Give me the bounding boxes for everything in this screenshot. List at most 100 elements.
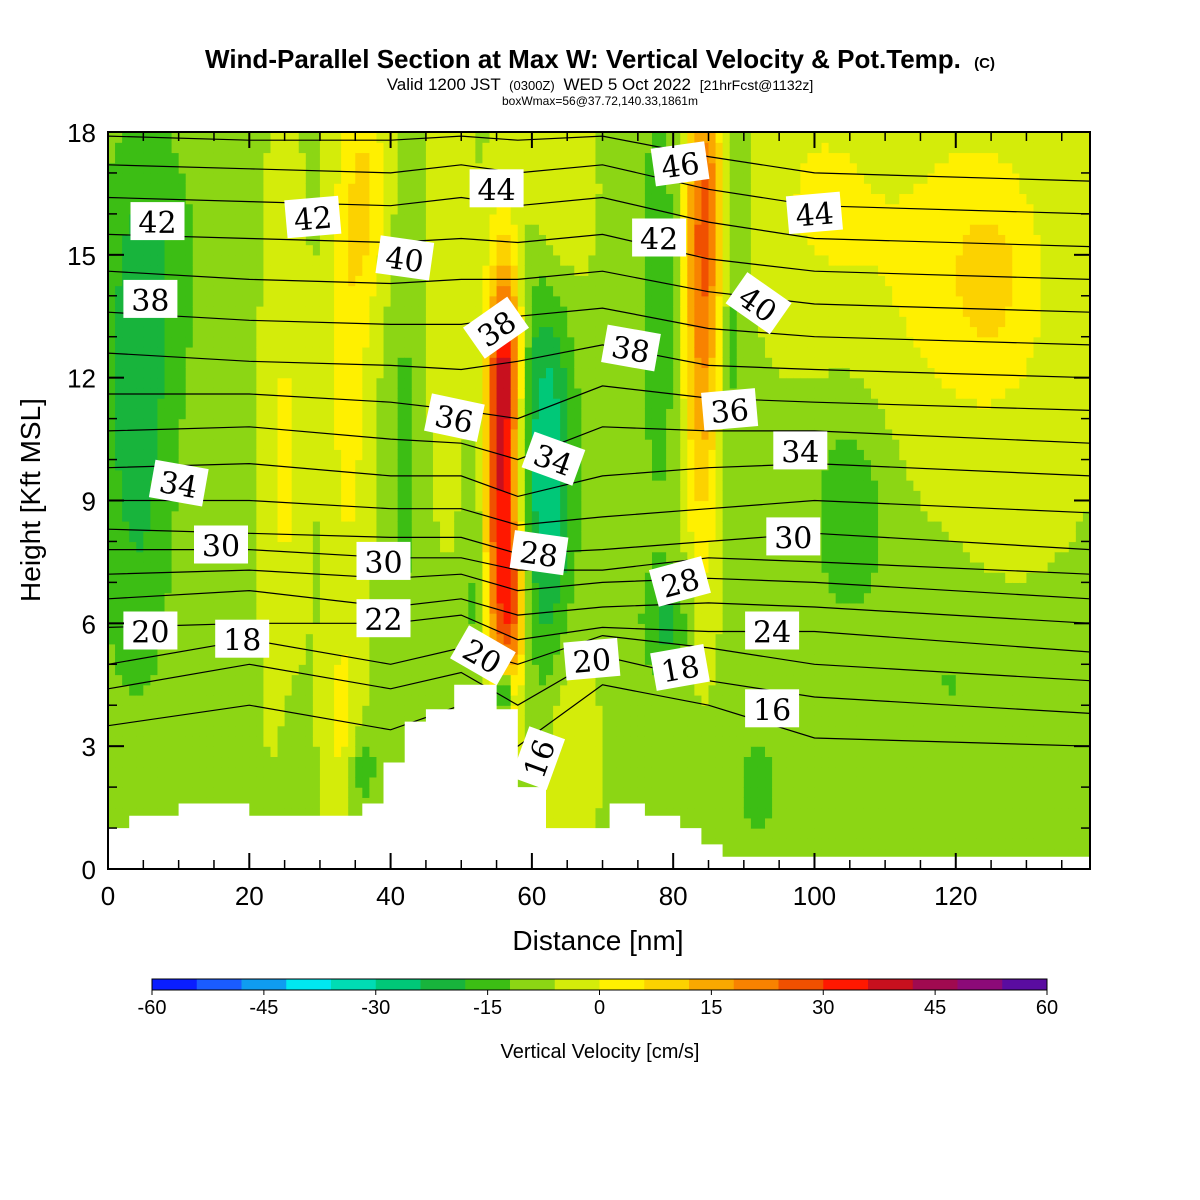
velocity-cell: [115, 152, 123, 164]
velocity-cell: [517, 602, 526, 614]
velocity-cell: [122, 817, 130, 829]
velocity-cell: [327, 531, 335, 543]
velocity-cell: [284, 439, 293, 450]
velocity-cell: [312, 408, 321, 420]
velocity-cell: [334, 275, 342, 287]
velocity-cell: [404, 377, 413, 389]
velocity-cell: [319, 510, 328, 522]
velocity-cell: [228, 398, 236, 409]
velocity-cell: [517, 244, 526, 256]
velocity-cell: [221, 336, 229, 348]
velocity-cell: [249, 469, 257, 481]
velocity-cell: [199, 183, 208, 195]
velocity-cell: [348, 766, 356, 778]
velocity-cell: [588, 787, 597, 798]
velocity-cell: [560, 234, 568, 246]
velocity-cell: [228, 705, 236, 717]
velocity-cell: [595, 633, 604, 645]
velocity-cell: [242, 602, 250, 614]
velocity-cell: [242, 357, 250, 369]
velocity-cell: [122, 797, 130, 809]
velocity-cell: [284, 377, 293, 389]
velocity-cell: [418, 295, 427, 307]
velocity-cell: [517, 203, 526, 215]
velocity-cell: [581, 346, 589, 358]
velocity-cell: [263, 613, 272, 624]
velocity-cell: [418, 602, 427, 614]
velocity-cell: [305, 295, 314, 307]
velocity-cell: [192, 265, 201, 276]
velocity-cell: [334, 152, 342, 164]
velocity-cell: [341, 490, 349, 502]
velocity-cell: [178, 316, 187, 328]
velocity-cell: [432, 367, 441, 379]
velocity-cell: [171, 694, 180, 706]
velocity-cell: [447, 480, 455, 491]
velocity-cell: [136, 336, 144, 348]
velocity-cell: [221, 715, 229, 727]
velocity-cell: [206, 715, 215, 727]
velocity-cell: [560, 684, 568, 696]
velocity-cell: [348, 408, 356, 420]
velocity-cell: [397, 326, 406, 338]
velocity-cell: [510, 377, 519, 389]
velocity-cell: [461, 142, 469, 154]
velocity-cell: [503, 449, 512, 461]
velocity-cell: [468, 265, 476, 276]
velocity-cell: [256, 142, 265, 154]
velocity-cell: [425, 398, 434, 409]
velocity-cell: [503, 541, 512, 553]
velocity-cell: [588, 797, 597, 809]
velocity-cell: [538, 674, 547, 686]
velocity-cell: [546, 715, 554, 727]
velocity-cell: [341, 582, 349, 594]
velocity-cell: [256, 572, 265, 583]
velocity-cell: [312, 398, 321, 409]
velocity-cell: [213, 510, 222, 522]
velocity-cell: [348, 613, 356, 624]
velocity-cell: [334, 541, 342, 553]
velocity-cell: [383, 213, 392, 225]
velocity-cell: [291, 490, 300, 502]
velocity-cell: [475, 520, 484, 532]
velocity-cell: [447, 387, 455, 399]
velocity-cell: [242, 213, 250, 225]
velocity-cell: [341, 602, 349, 614]
velocity-cell: [432, 459, 441, 471]
velocity-cell: [588, 531, 597, 543]
velocity-cell: [390, 439, 399, 450]
velocity-cell: [108, 244, 116, 256]
velocity-cell: [496, 592, 505, 604]
velocity-cell: [475, 265, 484, 276]
velocity-cell: [468, 449, 476, 461]
velocity-cell: [171, 193, 180, 205]
velocity-cell: [235, 367, 243, 379]
velocity-cell: [228, 408, 236, 420]
velocity-cell: [418, 162, 427, 174]
velocity-cell: [108, 490, 116, 502]
velocity-cell: [567, 234, 575, 246]
velocity-cell: [383, 746, 392, 758]
velocity-cell: [334, 510, 342, 522]
velocity-cell: [157, 582, 166, 594]
velocity-cell: [298, 787, 307, 798]
velocity-cell: [334, 654, 342, 665]
velocity-cell: [468, 602, 476, 614]
velocity-cell: [383, 285, 392, 297]
velocity-cell: [270, 776, 279, 788]
velocity-cell: [228, 674, 236, 686]
velocity-cell: [341, 449, 349, 461]
velocity-cell: [129, 367, 137, 379]
velocity-cell: [447, 183, 455, 195]
velocity-cell: [348, 541, 356, 553]
velocity-cell: [447, 602, 455, 614]
velocity-cell: [171, 183, 180, 195]
velocity-cell: [108, 746, 116, 758]
velocity-cell: [277, 295, 286, 307]
velocity-cell: [560, 674, 568, 686]
velocity-cell: [425, 336, 434, 348]
velocity-cell: [390, 357, 399, 369]
velocity-cell: [185, 306, 194, 317]
velocity-cell: [369, 664, 378, 676]
velocity-cell: [298, 346, 307, 358]
